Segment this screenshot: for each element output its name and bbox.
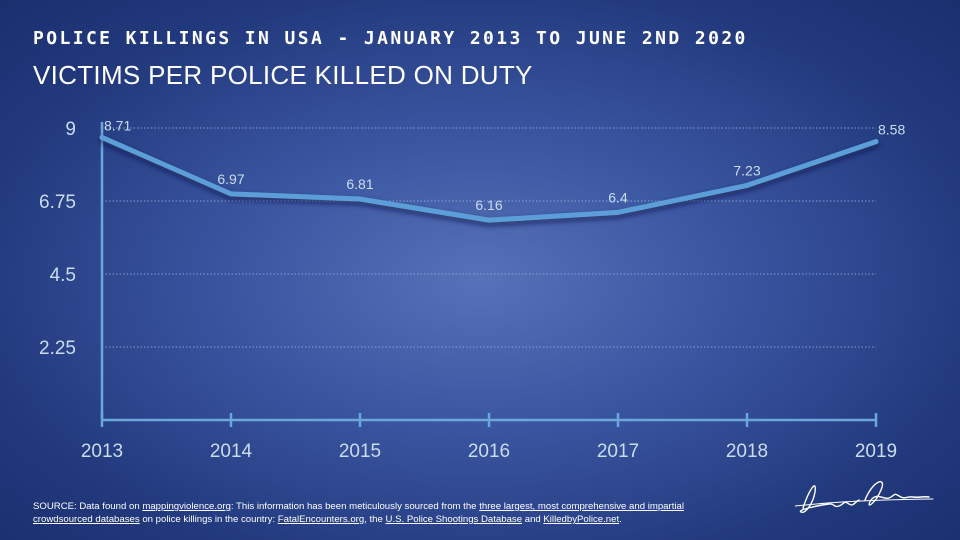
data-label: 6.81 xyxy=(346,176,373,192)
x-tick-label: 2019 xyxy=(855,441,897,462)
data-label: 8.71 xyxy=(104,117,131,133)
y-tick-label: 2.25 xyxy=(39,338,76,359)
source-prefix: SOURCE: Data found on xyxy=(33,501,143,512)
source-link-databases[interactable]: three largest, most comprehensive and im… xyxy=(33,501,684,525)
signature-icon xyxy=(795,481,934,513)
data-point xyxy=(99,134,105,140)
x-tick-label: 2015 xyxy=(339,441,381,462)
data-point xyxy=(615,209,621,215)
data-point xyxy=(873,139,879,145)
chart-title: VICTIMS PER POLICE KILLED ON DUTY xyxy=(33,60,533,90)
source-link-fatalencounters[interactable]: FatalEncounters.org xyxy=(277,514,365,525)
y-tick-label: 4.5 xyxy=(50,265,76,286)
source-text: , the xyxy=(364,514,386,525)
y-tick-label: 9 xyxy=(65,119,76,140)
data-label: 6.4 xyxy=(608,189,628,205)
data-label: 7.23 xyxy=(733,162,760,178)
x-tick-label: 2018 xyxy=(726,441,768,462)
data-point xyxy=(486,217,492,223)
y-tick-label: 6.75 xyxy=(39,192,76,213)
source-text: and xyxy=(522,514,544,525)
source-link-mappingviolence[interactable]: mappingviolence.org xyxy=(142,501,231,512)
x-tick-label: 2013 xyxy=(81,441,123,462)
data-point xyxy=(228,191,234,197)
chart-supertitle: POLICE KILLINGS IN USA - JANUARY 2013 TO… xyxy=(33,28,748,49)
source-link-police-shootings-db[interactable]: U.S. Police Shootings Database xyxy=(385,514,523,525)
data-point xyxy=(744,182,750,188)
source-note: SOURCE: Data found on mappingviolence.or… xyxy=(33,500,713,526)
source-text: : This information has been meticulously… xyxy=(230,501,480,512)
data-label: 6.97 xyxy=(217,171,244,187)
data-label: 6.16 xyxy=(475,197,502,213)
x-tick-label: 2016 xyxy=(468,441,510,462)
source-link-killedbypolice[interactable]: KilledbyPolice.net xyxy=(543,514,620,525)
data-label: 8.58 xyxy=(878,122,905,138)
x-tick-label: 2014 xyxy=(210,441,253,462)
data-point xyxy=(357,196,363,202)
source-text: . xyxy=(619,514,622,525)
source-text: on police killings in the country: xyxy=(139,514,278,525)
x-tick-label: 2017 xyxy=(597,441,639,462)
